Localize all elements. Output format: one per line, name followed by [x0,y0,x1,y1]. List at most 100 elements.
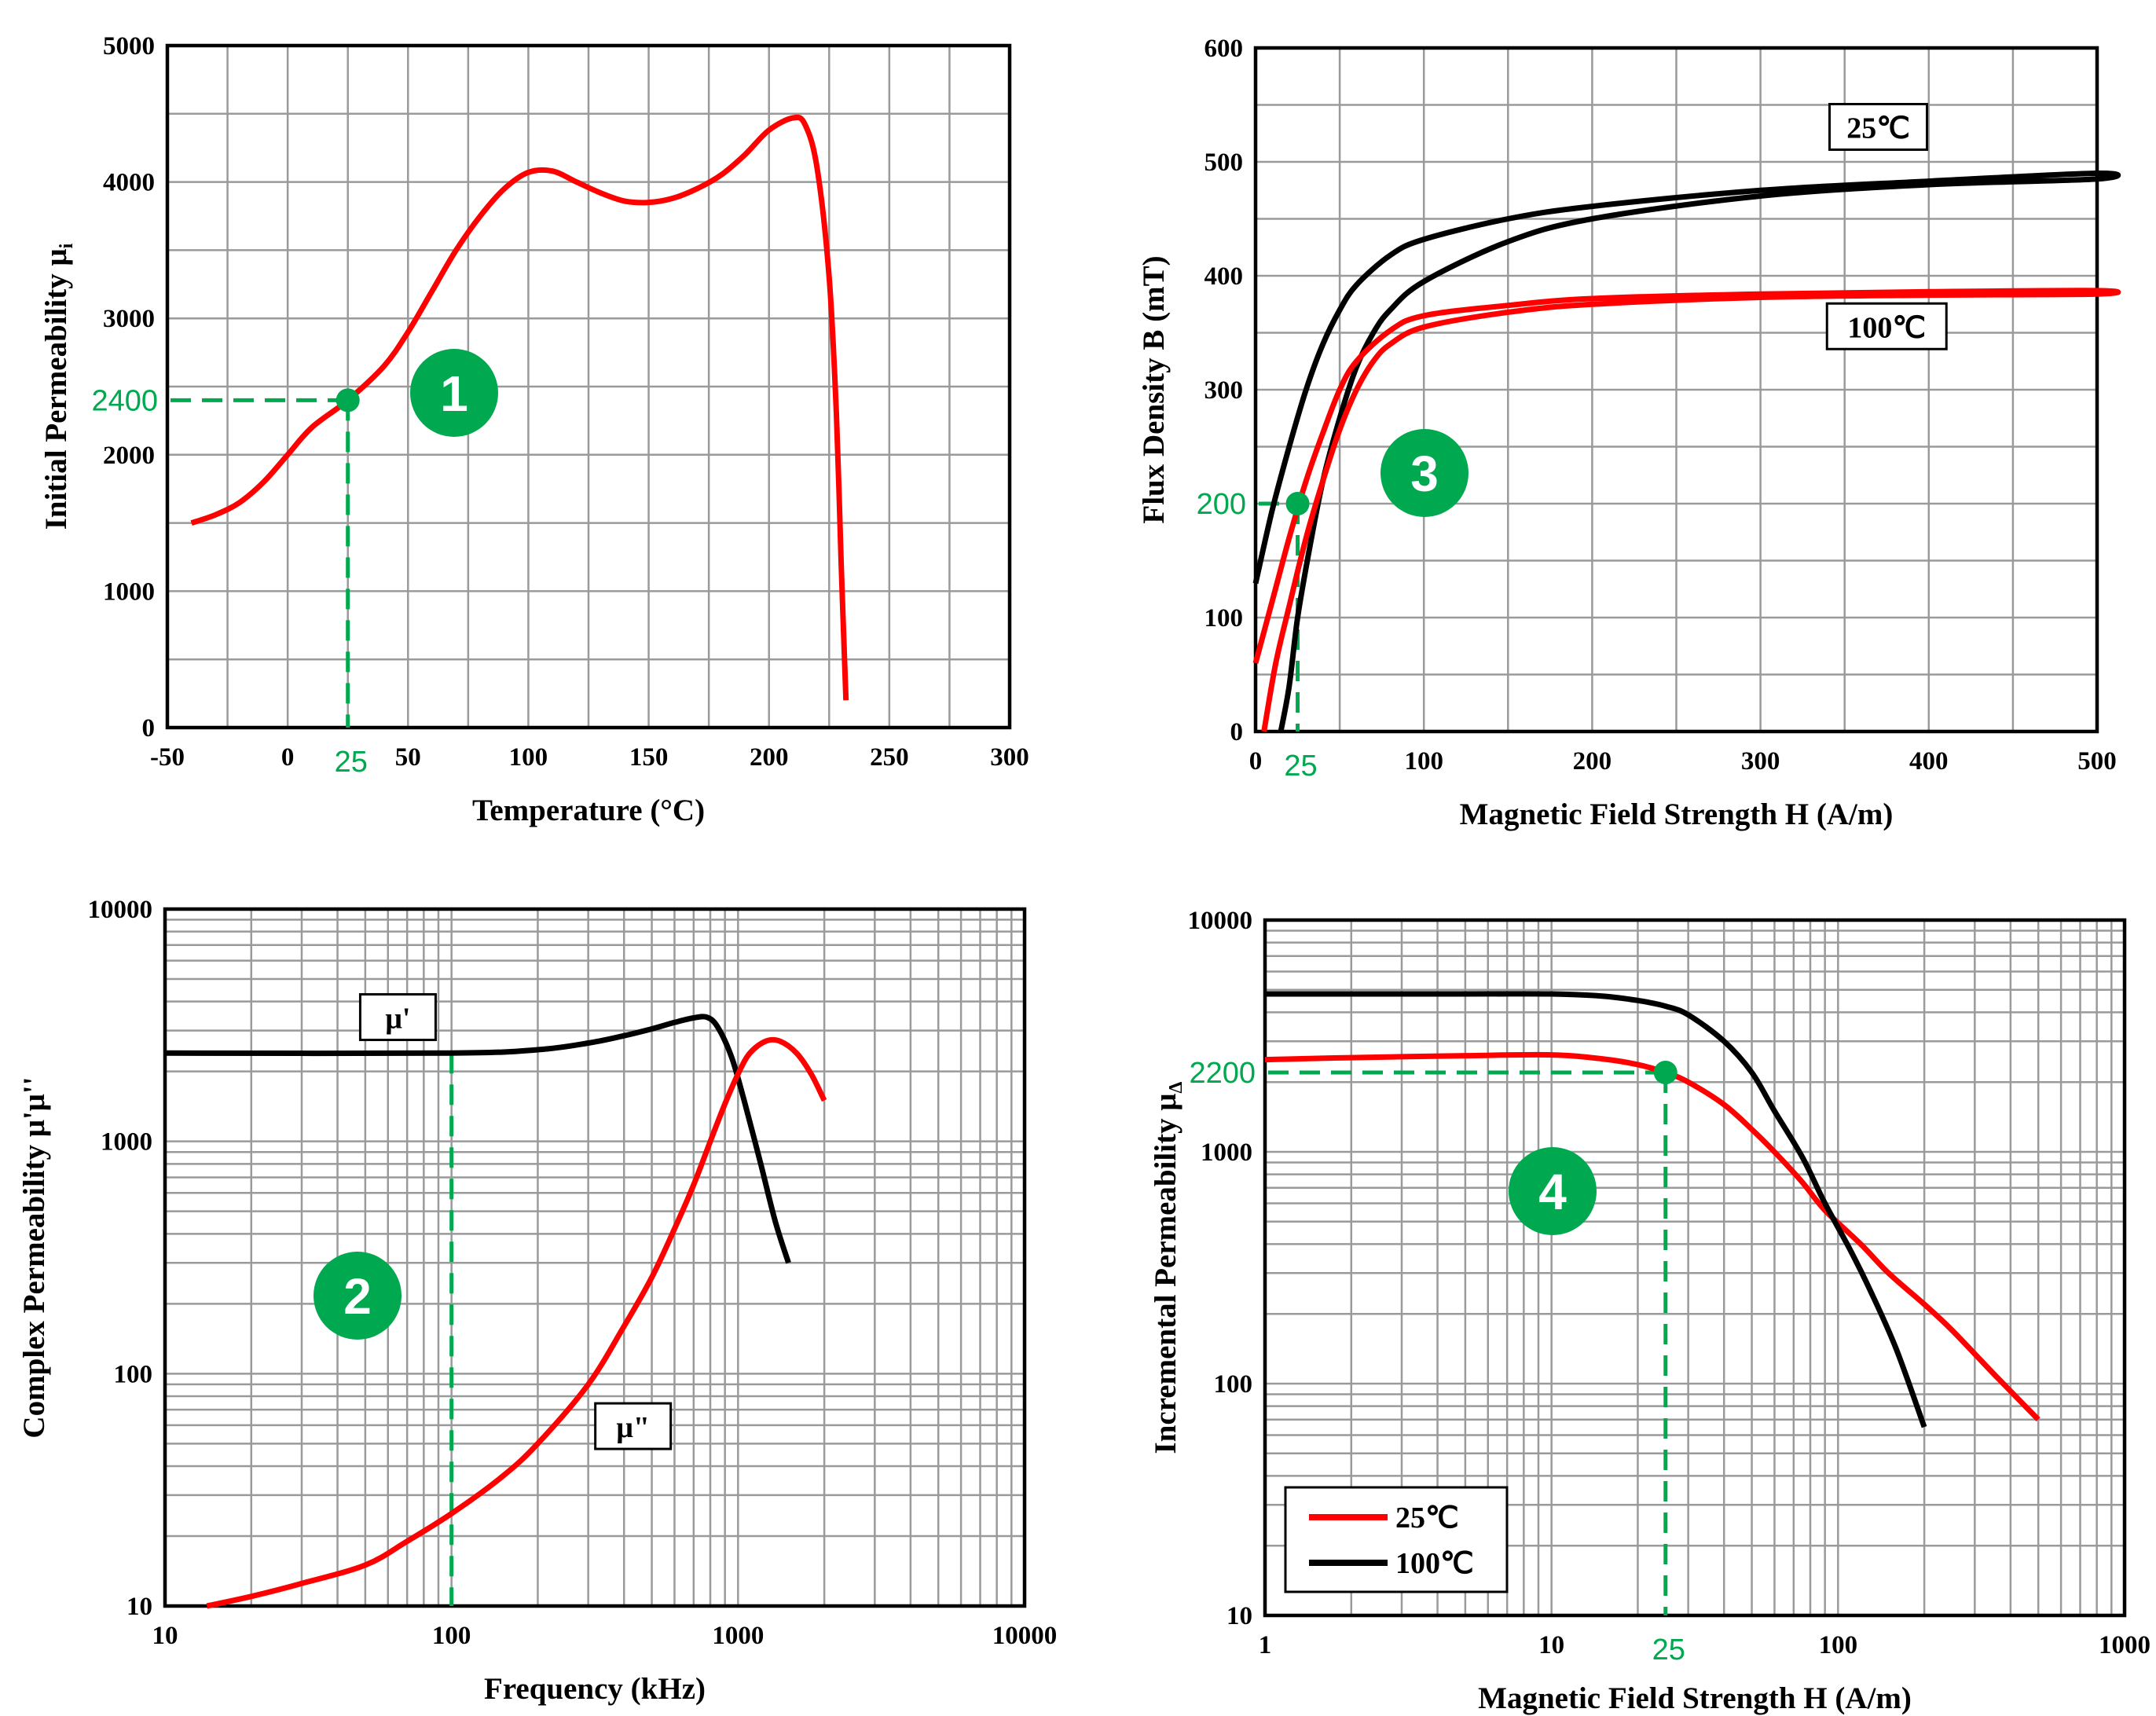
x-axis-title: Temperature (°C) [472,794,705,827]
x-tick-label: 100 [1404,747,1443,776]
gridlines [1263,920,2125,1617]
y-tick-label: 0 [142,714,156,742]
x-tick-label: 10 [152,1622,178,1650]
chart-1: -50 0 50 100 150 200 250 3000100020003000400050… [39,32,1029,827]
series-label-box [1825,302,1948,350]
step-number-badge [1380,429,1468,517]
x-tick-label: 100 [1819,1631,1858,1659]
x-tick-label: 1000 [712,1622,764,1650]
x-tick-label: 100 [509,743,548,772]
x-tick-label: 1 [1259,1631,1272,1659]
x-tick-label: 400 [1909,747,1949,776]
x-tick-label: 200 [1573,747,1612,776]
series-line-100℃ [1252,288,2121,732]
step-number: 3 [1410,446,1439,502]
x-tick-label: 150 [629,743,669,772]
chart-2: 10 100 1000 10000 10 100 1000 10000 Frequency (k… [17,896,1057,1706]
series-label: μ' [385,1003,410,1036]
series-line-25℃ [1252,170,2121,732]
annotation-x-label: 25 [1284,750,1317,783]
y-tick-label: 3000 [103,305,155,333]
gridlines [163,909,1025,1608]
chart-3: 0 100 200 300 400 500 0 100 300 400 500 600 Magnetic… [1137,35,2121,831]
plot-frame [165,43,1012,730]
step-number: 2 [343,1268,372,1325]
series-label-box [1828,103,1929,151]
plot-frame [1253,46,2099,734]
annotation-y-label: 200 [1197,488,1246,521]
series-label: μ" [616,1411,650,1444]
x-tick-label: 10000 [992,1622,1058,1650]
series-label: 25℃ [1846,112,1910,145]
annotation-dot [1285,492,1310,515]
y-axis-title-subscript: Δ [1166,1082,1186,1094]
y-tick-label: 4000 [103,169,155,197]
gridlines [1254,46,2099,733]
x-tick-label: 50 [395,743,421,772]
y-tick-label: 100 [1214,1370,1253,1399]
x-tick-label: 0 [1249,747,1263,776]
y-tick-label: 300 [1204,376,1244,405]
series-line-100℃ [1264,991,1927,1428]
series-line [190,114,849,701]
x-tick-label: 250 [870,743,909,772]
y-axis-title: Initial Permeability μi [39,243,77,530]
gridlines [166,44,1011,729]
y-axis-title: Incremental Permeability μΔ [1149,1082,1186,1454]
x-tick-label: -50 [150,743,185,772]
annotation-y-label: 2400 [91,384,158,417]
y-tick-label: 1000 [103,578,155,606]
y-tick-label: 1000 [1201,1138,1252,1167]
y-tick-label: 600 [1204,35,1244,63]
plot-frame [163,907,1027,1608]
series-label-box [594,1402,673,1450]
x-axis-title: Magnetic Field Strength H (A/m) [1478,1681,1912,1715]
legend-label: 100℃ [1395,1547,1474,1580]
series-label-box [358,993,437,1042]
y-axis-title: Flux Density B (mT) [1137,255,1171,523]
annotation-x-label: 25 [335,746,368,779]
x-axis-title: Magnetic Field Strength H (A/m) [1460,798,1894,831]
step-number: 4 [1538,1164,1567,1220]
y-tick-label: 2000 [103,442,155,470]
y-tick-label: 0 [1230,718,1244,746]
y-tick-label: 10000 [88,896,153,924]
legend-label: 25℃ [1395,1502,1459,1534]
y-tick-label: 400 [1204,262,1244,291]
y-tick-label: 10 [1226,1602,1252,1630]
x-tick-label: 10 [1538,1631,1564,1659]
x-tick-label: 500 [2077,747,2117,776]
step-number-badge [410,349,498,437]
y-tick-label: 100 [114,1360,153,1388]
annotation-dot [336,388,360,412]
series-line-25℃ [1264,1051,2040,1422]
series-line-μ' [164,1014,791,1264]
y-tick-label: 100 [1204,604,1244,632]
series-line-μ" [206,1036,827,1609]
series-label: 100℃ [1847,311,1926,344]
x-tick-label: 300 [1741,747,1780,776]
y-tick-label: 10 [126,1593,152,1621]
legend-box [1284,1486,1509,1593]
x-axis-title: Frequency (kHz) [484,1672,706,1706]
x-tick-label: 300 [990,743,1029,772]
y-tick-label: 10000 [1188,907,1253,935]
y-tick-label: 1000 [101,1128,152,1157]
step-number-badge [1509,1147,1597,1235]
annotation-y-label: 2200 [1189,1057,1256,1090]
annotation-x-label: 25 [1652,1634,1685,1666]
x-tick-label: 0 [281,743,295,772]
plot-frame [1263,918,2127,1618]
legend: 25℃ 100℃ [1284,1486,1509,1593]
step-number-badge [314,1252,402,1340]
x-tick-label: 1000 [2099,1631,2150,1659]
x-tick-label: 100 [432,1622,471,1650]
y-tick-label: 500 [1204,148,1244,177]
step-number: 1 [440,365,468,422]
x-tick-label: 200 [750,743,789,772]
y-tick-label: 5000 [103,32,155,60]
y-axis-title: Complex Permeability μ'μ'' [17,1076,51,1438]
y-axis-title-subscript: i [57,243,77,248]
